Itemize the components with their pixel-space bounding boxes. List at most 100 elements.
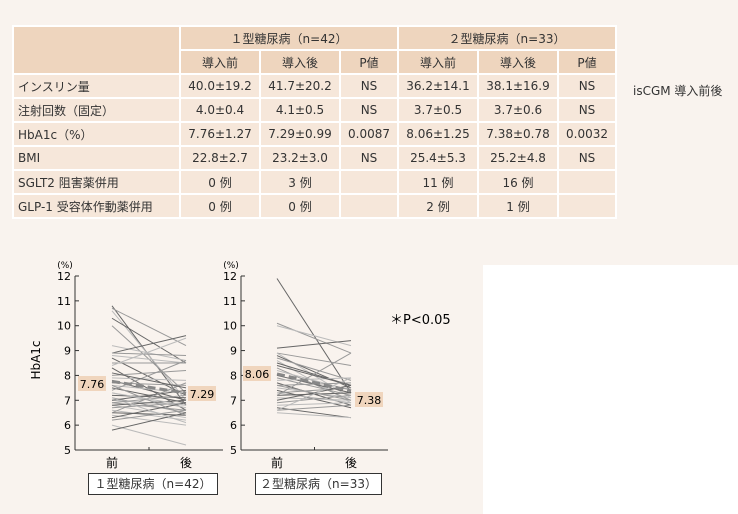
cell: NS: [339, 97, 399, 123]
mean-label: 7.76: [80, 378, 105, 391]
group2-header: ２型糖尿病（n=33）: [397, 25, 617, 51]
patient-line: [111, 399, 187, 406]
cell: 41.7±20.2: [259, 73, 341, 99]
patient-line: [111, 392, 187, 406]
y-tick-label: 8: [230, 369, 237, 382]
patient-line: [111, 377, 187, 381]
patient-line: [276, 384, 352, 401]
cell: 1 例: [477, 193, 559, 219]
patient-line: [111, 412, 187, 431]
cell: 4.1±0.5: [259, 97, 341, 123]
mean-label: 7.38: [357, 394, 382, 407]
chart2-caption: ２型糖尿病（n=33）: [255, 473, 382, 495]
y-tick-label: 10: [57, 320, 71, 333]
cell: 0.0087: [339, 121, 399, 147]
y-tick-label: 12: [223, 270, 237, 283]
mean-line: [276, 372, 352, 393]
cell: 7.38±0.78: [477, 121, 559, 147]
table-row: BMI 22.8±2.7 23.2±3.0 NS 25.4±5.3 25.2±4.8 NS: [12, 145, 617, 171]
patient-line: [111, 382, 187, 414]
patient-line: [111, 360, 187, 391]
y-tick-label: 10: [223, 320, 237, 333]
patient-line: [276, 377, 352, 396]
subheader: P値: [339, 49, 399, 75]
y-tick-label: 12: [57, 270, 71, 283]
patient-line: [111, 409, 187, 421]
x-tick-label: 前: [271, 455, 283, 470]
mean-label-box: [355, 392, 383, 407]
patient-line: [276, 340, 352, 349]
patient-line: [276, 365, 352, 386]
patient-line: [276, 394, 352, 404]
cell: [339, 169, 399, 195]
patient-line: [276, 377, 352, 381]
y-tick-label: 5: [230, 444, 237, 457]
patient-line: [276, 404, 352, 411]
cell: 0 例: [259, 193, 341, 219]
table-row: HbA1c（%） 7.76±1.27 7.29±0.99 0.0087 8.06±1.2…: [12, 121, 617, 147]
subheader: 導入前: [397, 49, 479, 75]
y-tick-label: 11: [223, 295, 237, 308]
row-label: SGLT2 阻害薬併用: [12, 169, 181, 195]
patient-line: [276, 412, 352, 419]
cell: 25.4±5.3: [397, 145, 479, 171]
cell: [557, 193, 617, 219]
cell: 25.2±4.8: [477, 145, 559, 171]
cell: 7.29±0.99: [259, 121, 341, 147]
cell: [339, 193, 399, 219]
cell: NS: [557, 97, 617, 123]
row-label: インスリン量: [12, 73, 181, 99]
patient-line: [276, 322, 352, 354]
patient-line: [111, 424, 187, 446]
subheader: 導入後: [259, 49, 341, 75]
mean-label: 8.06: [245, 368, 270, 381]
patient-line: [111, 412, 187, 416]
header-empty: [12, 25, 181, 75]
patient-line: [276, 357, 352, 381]
table-row: 注射回数（固定） 4.0±0.4 4.1±0.5 NS 3.7±0.5 3.7±0.6 NS: [12, 97, 617, 123]
subheader: 導入前: [179, 49, 261, 75]
cell: 0 例: [179, 193, 261, 219]
cell: 7.76±1.27: [179, 121, 261, 147]
patient-line: [276, 352, 352, 366]
y-tick-label: 5: [64, 444, 71, 457]
x-tick-label: 前: [106, 455, 118, 470]
cell: NS: [557, 145, 617, 171]
patient-line: [111, 394, 187, 399]
patient-line: [111, 369, 187, 376]
y-axis-label: HbA1c: [29, 340, 43, 379]
x-tick-label: 後: [180, 456, 192, 470]
cell: 0.0032: [557, 121, 617, 147]
y-unit: (%): [223, 261, 239, 271]
table-row: インスリン量 40.0±19.2 41.7±20.2 NS 36.2±14.1 38.1±…: [12, 73, 617, 99]
subheader: 導入後: [477, 49, 559, 75]
cell: 16 例: [477, 169, 559, 195]
y-tick-label: 11: [57, 295, 71, 308]
cell: 23.2±3.0: [259, 145, 341, 171]
cell: 3.7±0.5: [397, 97, 479, 123]
cell: 22.8±2.7: [179, 145, 261, 171]
cell: 38.1±16.9: [477, 73, 559, 99]
row-label: HbA1c（%）: [12, 121, 181, 147]
cell: NS: [557, 73, 617, 99]
patient-line: [276, 377, 352, 411]
patient-line: [111, 372, 187, 389]
patient-line: [111, 384, 187, 416]
summary-table: １型糖尿病（n=42） ２型糖尿病（n=33） 導入前 導入後 P値 導入前 導入後 P値…: [12, 25, 617, 219]
cell: 11 例: [397, 169, 479, 195]
cell: 40.0±19.2: [179, 73, 261, 99]
y-tick-label: 7: [230, 394, 237, 407]
patient-line: [111, 345, 187, 362]
cell: 4.0±0.4: [179, 97, 261, 123]
y-tick-label: 7: [64, 394, 71, 407]
cell: NS: [339, 145, 399, 171]
y-tick-label: 9: [64, 345, 71, 358]
cell: 3 例: [259, 169, 341, 195]
y-tick-label: 6: [64, 419, 71, 432]
mean-label-box: [78, 376, 106, 391]
cell: 36.2±14.1: [397, 73, 479, 99]
patient-line: [276, 325, 352, 347]
